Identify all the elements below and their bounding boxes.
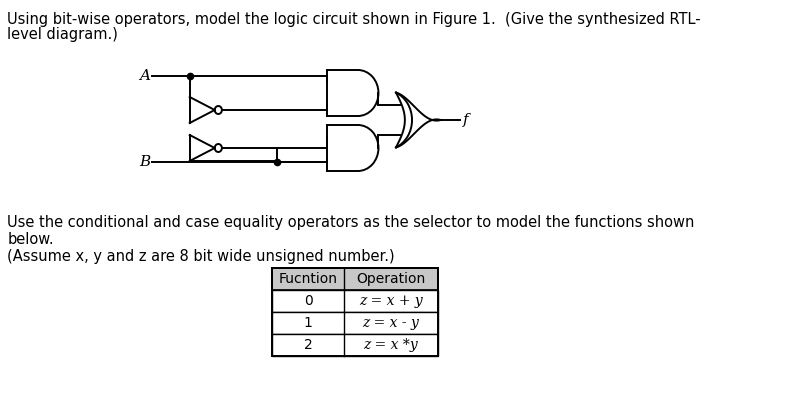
Text: 0: 0 xyxy=(304,294,312,308)
Text: z = x - y: z = x - y xyxy=(363,316,420,330)
Text: z = x *y: z = x *y xyxy=(363,338,418,352)
FancyBboxPatch shape xyxy=(273,312,438,334)
Text: A: A xyxy=(139,69,150,83)
FancyBboxPatch shape xyxy=(273,290,438,312)
Text: level diagram.): level diagram.) xyxy=(7,27,118,42)
Text: below.: below. xyxy=(7,232,54,247)
Text: f: f xyxy=(463,113,468,127)
FancyBboxPatch shape xyxy=(273,268,438,290)
Text: (Assume x, y and z are 8 bit wide unsigned number.): (Assume x, y and z are 8 bit wide unsign… xyxy=(7,249,395,264)
Text: 2: 2 xyxy=(304,338,312,352)
Text: Operation: Operation xyxy=(356,272,425,286)
Text: B: B xyxy=(139,155,150,169)
FancyBboxPatch shape xyxy=(273,334,438,356)
Text: z = x + y: z = x + y xyxy=(359,294,423,308)
Text: Use the conditional and case equality operators as the selector to model the fun: Use the conditional and case equality op… xyxy=(7,215,695,230)
Text: Using bit-wise operators, model the logic circuit shown in Figure 1.  (Give the : Using bit-wise operators, model the logi… xyxy=(7,12,700,27)
Text: 1: 1 xyxy=(304,316,312,330)
Text: Fucntion: Fucntion xyxy=(279,272,338,286)
